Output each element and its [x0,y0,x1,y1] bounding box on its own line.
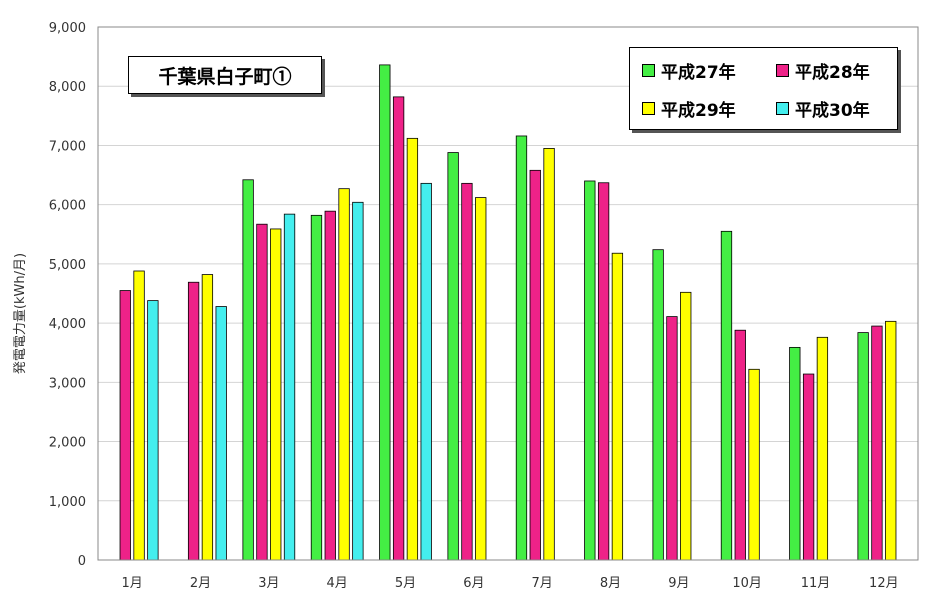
bar-平成29年-1月 [133,270,145,561]
bar-平成28年-7月 [529,169,541,561]
bar-平成27年-11月 [789,346,801,561]
legend-item-h30: 平成30年 [776,96,870,121]
bar-平成29年-6月 [475,197,487,561]
bar-平成28年-4月 [324,210,336,561]
x-tick-label: 11月 [801,576,831,591]
bar-平成29年-10月 [748,368,760,561]
chart-title: 千葉県白子町① [158,65,292,88]
bar-平成27年-6月 [447,152,459,561]
bar-平成28年-5月 [392,96,405,561]
x-tick-label: 5月 [395,576,416,591]
y-tick-label: 4,000 [49,317,86,332]
bar-平成27年-8月 [584,180,596,561]
y-tick-label: 9,000 [49,21,86,36]
bar-平成30年-3月 [283,213,296,561]
bar-平成27年-3月 [242,179,254,561]
bar-平成29年-8月 [611,252,624,561]
legend-swatch-h30 [776,101,789,115]
bar-平成28年-1月 [119,290,131,561]
legend: 平成27年 平成28年 平成29年 平成30年 [629,47,898,130]
bar-平成27年-10月 [720,230,733,561]
bar-平成28年-6月 [461,182,473,561]
bar-平成29年-7月 [543,148,555,561]
y-tick-label: 7,000 [49,139,86,154]
y-axis-label: 発電電力量(kWh/月) [13,253,28,374]
legend-swatch-h28 [776,63,789,77]
x-tick-label: 1月 [122,576,143,591]
y-tick-label: 5,000 [49,258,86,273]
bar-平成28年-12月 [871,325,883,561]
legend-item-h28: 平成28年 [776,58,870,83]
bar-平成28年-2月 [187,281,200,561]
bar-平成29年-12月 [885,320,897,561]
x-tick-label: 8月 [600,576,621,591]
x-tick-labels: 1月 2月 3月 4月 5月 6月 7月 8月 9月 10月 11月 12月 [122,576,899,591]
x-tick-label: 6月 [463,576,484,591]
legend-label-h30: 平成30年 [795,100,870,121]
y-tick-label: 3,000 [49,376,86,391]
bar-平成28年-9月 [666,316,678,561]
bar-平成30年-1月 [147,300,159,561]
x-tick-label: 3月 [258,576,279,591]
bar-平成27年-4月 [310,214,323,561]
legend-swatch-h27 [642,63,655,77]
y-tick-label: 8,000 [49,80,86,95]
chart-title-box: 千葉県白子町① [128,56,322,94]
y-tick-label: 0 [78,554,86,569]
legend-label-h29: 平成29年 [661,100,736,121]
x-tick-label: 12月 [869,576,899,591]
plot-border [97,26,919,561]
bar-平成28年-8月 [597,182,610,561]
y-tick-label: 2,000 [49,436,86,451]
legend-label-h27: 平成27年 [661,62,736,83]
bar-平成30年-4月 [352,201,364,561]
bar-平成27年-5月 [379,64,391,561]
bar-平成27年-9月 [652,249,664,561]
legend-label-h28: 平成28年 [795,62,870,83]
bars [119,64,897,561]
y-tick-labels: 0 1,000 2,000 3,000 4,000 5,000 6,000 7,000 8,00… [49,21,86,569]
bar-平成27年-12月 [857,332,869,561]
x-tick-label: 4月 [327,576,348,591]
y-tick-label: 6,000 [49,199,86,214]
bar-平成28年-11月 [802,373,815,561]
legend-item-h29: 平成29年 [642,96,736,121]
legend-item-h27: 平成27年 [642,58,736,83]
y-tick-label: 1,000 [49,495,86,510]
bar-平成30年-2月 [215,306,227,561]
bar-平成29年-5月 [406,137,419,561]
legend-swatch-h29 [642,101,655,115]
x-tick-label: 10月 [732,576,762,591]
x-tick-label: 9月 [668,576,689,591]
bar-平成29年-11月 [816,336,829,561]
bar-平成28年-10月 [734,329,746,561]
bar-平成29年-2月 [201,274,214,561]
bar-平成30年-5月 [420,182,432,561]
bar-平成29年-4月 [338,188,350,561]
bar-平成29年-9月 [680,291,692,561]
bar-平成28年-3月 [256,223,268,561]
x-tick-label: 7月 [532,576,553,591]
x-tick-label: 2月 [190,576,211,591]
bar-平成29年-3月 [270,228,282,561]
bar-平成27年-7月 [515,135,528,561]
